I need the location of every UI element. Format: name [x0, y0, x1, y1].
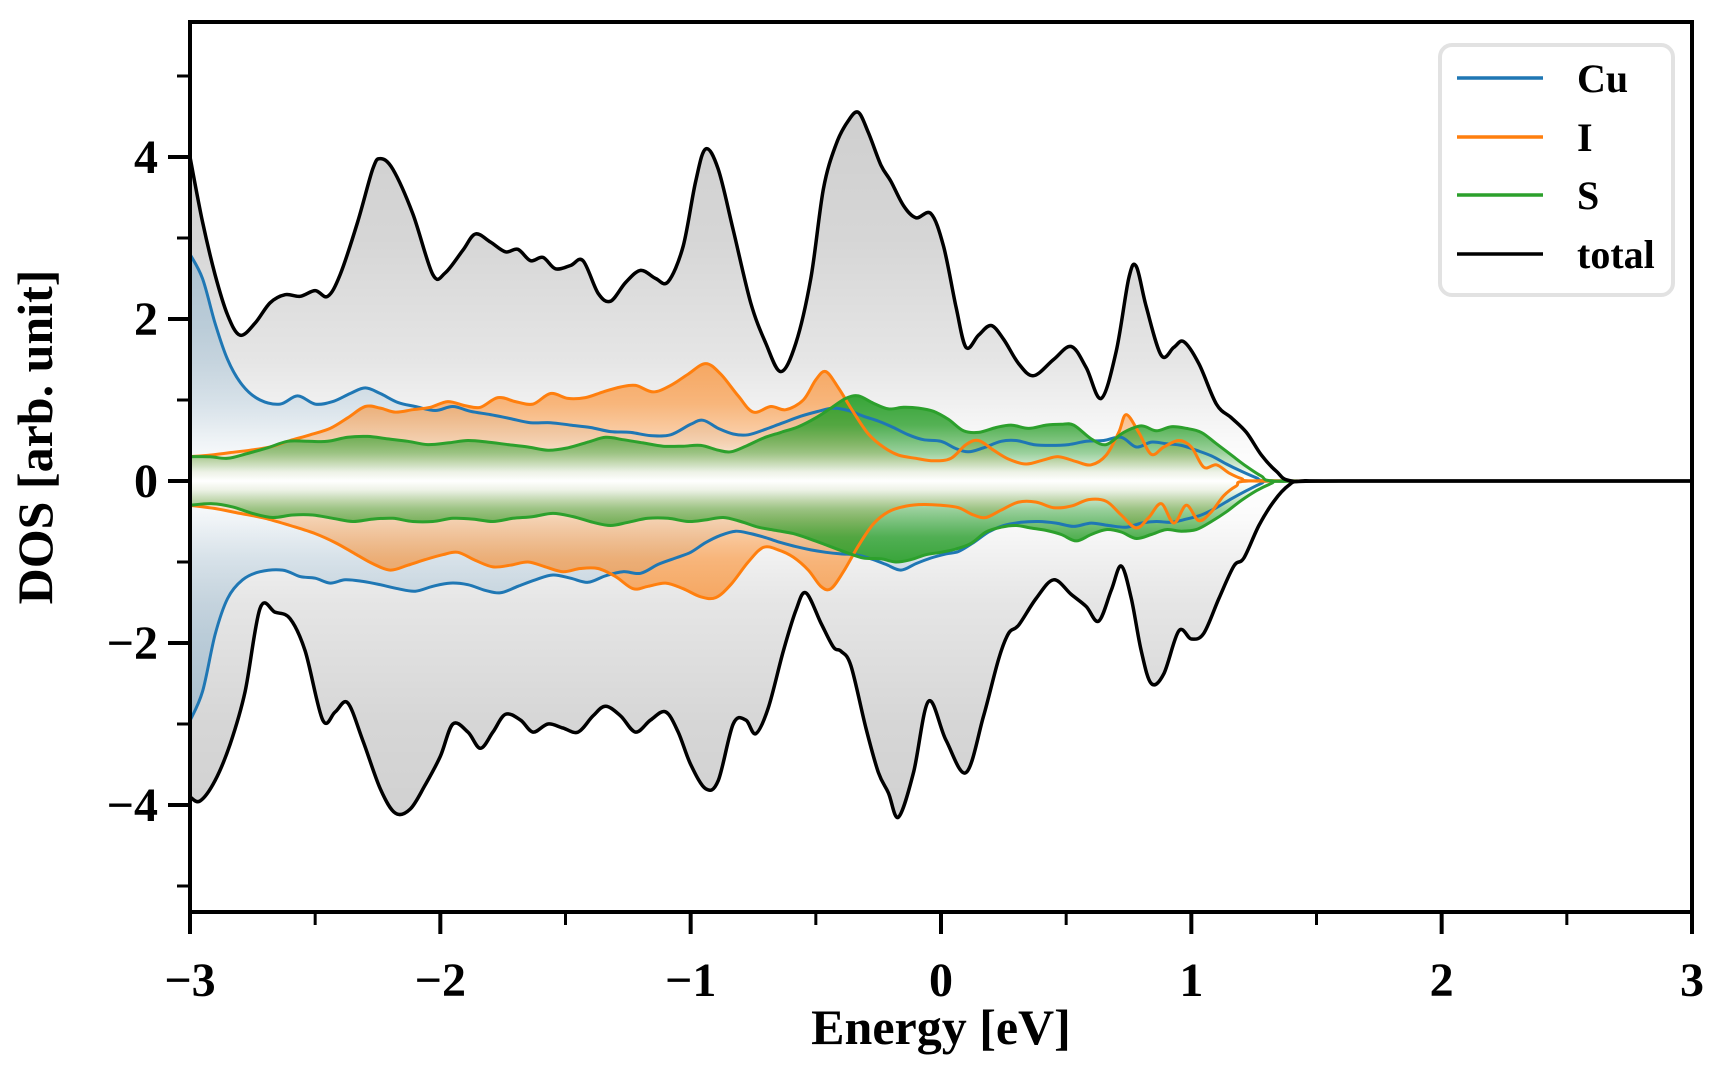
series-line-Cu-up [189, 252, 1694, 483]
series-fill-S [190, 395, 1692, 563]
axis-ticks [168, 74, 1694, 934]
series-fills [190, 111, 1692, 818]
legend: Cu I S total [1438, 43, 1675, 297]
legend-label-i: I [1577, 115, 1593, 160]
series-line-total-down [189, 478, 1694, 820]
series-line-S-down [189, 479, 1694, 564]
series-lines [189, 110, 1694, 820]
y-tick-label: −4 [107, 779, 158, 832]
series-line-I-up [189, 362, 1694, 483]
x-tick-label: 3 [1680, 954, 1704, 1007]
legend-label-total: total [1577, 232, 1655, 277]
x-tick-label: −3 [164, 954, 215, 1007]
x-tick-label: 0 [929, 954, 953, 1007]
series-line-S-up [189, 394, 1694, 483]
y-tick-label: −2 [107, 617, 158, 670]
axis-tick-labels: −3 −2 −1 0 1 2 3 −4 −2 0 2 4 [107, 131, 1704, 1007]
series-line-Cu-down [189, 479, 1694, 723]
series-line-I-down [189, 479, 1694, 601]
y-tick-label: 2 [134, 293, 158, 346]
x-tick-label: −1 [665, 954, 716, 1007]
x-tick-label: 2 [1430, 954, 1454, 1007]
series-line-total-up [189, 110, 1694, 484]
legend-box [1438, 43, 1675, 297]
x-axis-label: Energy [eV] [811, 999, 1071, 1055]
x-tick-label: −2 [415, 954, 466, 1007]
y-tick-label: 0 [134, 455, 158, 508]
y-axis-label: DOS [arb. unit] [7, 270, 63, 605]
legend-label-cu: Cu [1577, 56, 1628, 101]
legend-label-s: S [1577, 173, 1599, 218]
y-tick-label: 4 [134, 131, 158, 184]
x-tick-label: 1 [1179, 954, 1203, 1007]
